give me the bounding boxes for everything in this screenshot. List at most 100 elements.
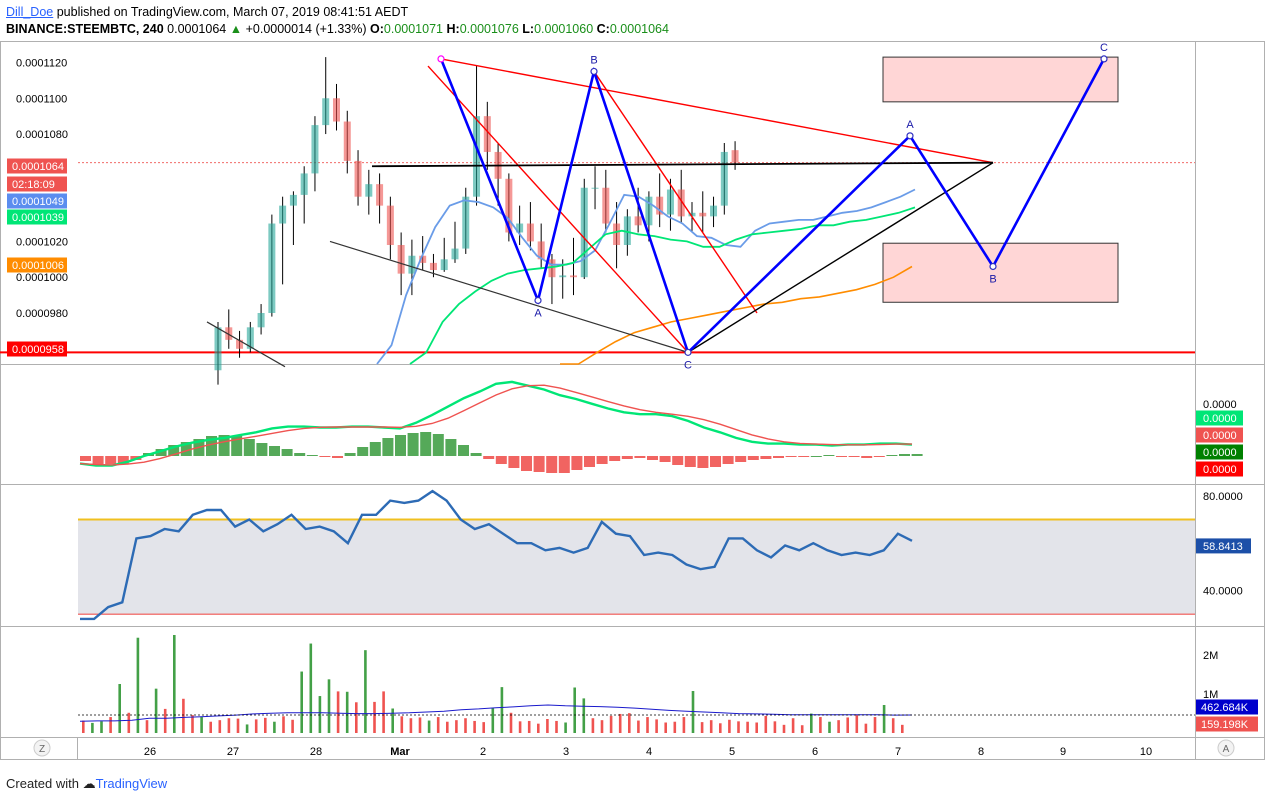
volume-bar	[564, 722, 567, 733]
price-badge	[7, 176, 67, 192]
time-tick-label: Mar	[390, 746, 410, 758]
volume-bar	[873, 717, 877, 733]
tradingview-logo-icon: ☁	[82, 776, 96, 791]
macd-histogram-bar	[760, 456, 772, 459]
wave-point-marker	[437, 55, 445, 63]
volume-bar	[91, 722, 94, 733]
volume-bar	[682, 717, 686, 733]
wave-point-marker	[684, 348, 692, 356]
candle-body	[332, 98, 340, 122]
candle-body	[645, 196, 653, 226]
volume-bar	[218, 720, 222, 733]
macd-histogram-bar	[684, 456, 696, 467]
volume-tick-label: 2M	[1203, 650, 1218, 662]
volume-bar	[309, 643, 313, 733]
volume-tick-label: 1M	[1203, 689, 1218, 701]
volume-bar	[336, 691, 340, 733]
price-badge	[7, 209, 67, 225]
volume-bar	[163, 708, 167, 733]
volume-bar	[418, 717, 422, 733]
macd-histogram-bar	[886, 455, 898, 456]
volume-bar	[327, 679, 331, 733]
volume-bar	[691, 691, 695, 733]
candle-body	[354, 160, 362, 197]
time-tick-label: 27	[227, 746, 239, 758]
zoom-button[interactable]: Z	[33, 739, 51, 757]
macd-value-badge	[1196, 427, 1243, 443]
triangle-lower-line	[687, 162, 994, 353]
time-tick-label: 6	[812, 746, 818, 758]
volume-value-badge	[1196, 716, 1258, 732]
macd-line	[79, 380, 913, 467]
volume-bar	[646, 717, 649, 733]
volume-bar	[846, 717, 849, 733]
price-badge-label: 0.0000958	[12, 344, 64, 356]
macd-histogram-bar	[269, 446, 280, 456]
volume-bar	[864, 723, 868, 733]
auto-scale-button[interactable]: A	[1217, 739, 1235, 757]
volume-bar	[291, 719, 294, 733]
volume-bar	[427, 720, 431, 733]
macd-histogram-bar	[218, 435, 230, 456]
volume-bar	[264, 717, 267, 733]
macd-histogram-bar	[117, 456, 129, 464]
candle-body	[505, 178, 513, 233]
macd-histogram-bar	[722, 456, 734, 464]
wave-point-marker	[906, 132, 914, 140]
volume-bar	[855, 715, 859, 733]
candle-body	[559, 275, 567, 278]
up-arrow-icon: ▲	[229, 22, 243, 36]
macd-value-label: 0.0000	[1203, 430, 1237, 442]
low-label: L:	[522, 22, 535, 36]
auto-scale-button-label: A	[1223, 744, 1230, 755]
candle-body	[656, 196, 664, 215]
volume-bar	[382, 691, 385, 733]
zoom-button-label: Z	[39, 744, 45, 755]
volume-bar	[100, 721, 103, 733]
volume-bar	[600, 720, 604, 733]
price-badge-label: 0.0001006	[12, 260, 64, 272]
volume-bar	[901, 724, 904, 733]
volume-bar	[582, 698, 586, 733]
volume-bar	[364, 650, 367, 733]
wave-label: C	[684, 359, 692, 371]
candle-body	[677, 189, 685, 217]
chart-frame	[0, 41, 1265, 760]
volume-bar	[282, 716, 285, 733]
high-label: H:	[446, 22, 460, 36]
candle-body	[257, 313, 265, 328]
wave-point-marker	[534, 296, 542, 305]
candle-body	[613, 223, 621, 245]
macd-histogram-bar	[105, 456, 117, 464]
ema-line	[560, 265, 913, 365]
volume-bar	[118, 684, 121, 733]
volume-bar	[446, 721, 449, 733]
macd-histogram-bar	[306, 455, 318, 456]
macd-histogram-bar	[395, 435, 406, 456]
close-label: C:	[596, 22, 610, 36]
macd-histogram-bar	[697, 456, 709, 468]
wave-label: C	[1100, 42, 1108, 54]
volume-bar	[609, 715, 613, 733]
footer-brand[interactable]: TradingView	[95, 776, 168, 791]
macd-histogram-bar	[659, 456, 671, 462]
volume-value-badge	[1196, 699, 1258, 715]
volume-bar	[109, 717, 112, 733]
volume-bar	[200, 717, 203, 733]
volume-bar	[546, 719, 549, 733]
author-link[interactable]: Dill_Doe	[6, 5, 54, 19]
macd-value-label: 0.0000	[1203, 464, 1237, 476]
rsi-tick-label: 40.0000	[1203, 586, 1243, 598]
low-value: 0.0001060	[534, 22, 594, 36]
price-badge-label: 02:18:09	[12, 179, 55, 191]
price-badge	[7, 257, 67, 273]
price-tick-label: 0.0001020	[16, 236, 68, 248]
footer: Created with ☁TradingView	[6, 776, 167, 792]
volume-bar	[509, 712, 513, 733]
volume-bar	[464, 718, 467, 733]
price-tick-label: 0.0001000	[16, 272, 68, 284]
time-tick-label: 4	[646, 746, 652, 758]
volume-bar	[136, 637, 140, 733]
macd-histogram-bar	[458, 445, 469, 456]
